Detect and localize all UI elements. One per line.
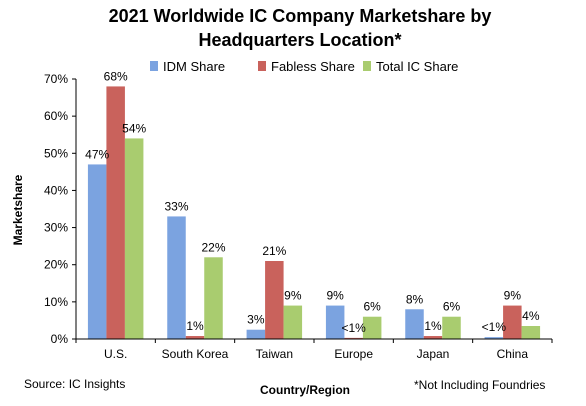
bar	[405, 309, 424, 339]
legend-label: IDM Share	[163, 59, 225, 74]
data-labels: 47% 33% 3% 9% 8% <1% 68% 1% 21% <1% 1% 9% 54% 22% 9% 6%…	[85, 69, 540, 334]
data-label: 4%	[522, 309, 540, 323]
data-label: 3%	[247, 313, 265, 327]
y-tick-label: 40%	[44, 183, 68, 197]
y-tick-label: 20%	[44, 258, 68, 272]
data-label: 6%	[443, 300, 461, 314]
y-tick-label: 30%	[44, 221, 68, 235]
data-label: 6%	[363, 300, 381, 314]
x-tick-label: U.S.	[104, 347, 127, 361]
data-label: 22%	[201, 240, 225, 254]
legend-swatch	[258, 61, 266, 71]
data-label: 47%	[85, 147, 109, 161]
bar	[344, 337, 363, 339]
foundries-footnote: *Not Including Foundries	[414, 378, 545, 392]
chart-title-line1: 2021 Worldwide IC Company Marketshare by	[109, 6, 492, 26]
bar	[423, 336, 443, 339]
x-tick-label: Europe	[334, 347, 373, 361]
bar	[106, 86, 125, 339]
bar	[521, 326, 541, 339]
legend: IDM Share Fabless Share Total IC Share	[150, 59, 458, 74]
data-label: 9%	[284, 289, 302, 303]
bar	[442, 316, 461, 339]
data-label: 54%	[122, 121, 146, 135]
y-tick-label: 10%	[44, 295, 68, 309]
bar	[87, 164, 107, 339]
y-axis: 0% 10% 20% 30% 40% 50% 60% 70%	[44, 72, 77, 346]
bar	[246, 329, 266, 339]
bar	[325, 305, 345, 339]
x-tick-label: South Korea	[162, 347, 229, 361]
bar	[167, 216, 186, 339]
data-label: 33%	[164, 199, 188, 213]
y-tick-label: 60%	[44, 109, 68, 123]
data-label: 9%	[504, 289, 522, 303]
legend-swatch	[363, 61, 371, 71]
bar	[503, 305, 522, 339]
legend-label: Total IC Share	[376, 59, 458, 74]
data-label: 8%	[406, 292, 424, 306]
data-label: 9%	[326, 289, 344, 303]
bar	[124, 138, 144, 339]
x-tick-label: Taiwan	[256, 347, 293, 361]
y-tick-label: 0%	[51, 332, 69, 346]
legend-label: Fabless Share	[271, 59, 355, 74]
data-label: 21%	[262, 244, 286, 258]
data-label: 1%	[424, 319, 442, 333]
bar	[283, 305, 303, 339]
source-note: Source: IC Insights	[24, 377, 125, 391]
y-tick-label: 70%	[44, 72, 68, 86]
bar	[204, 257, 223, 339]
bar	[484, 337, 504, 339]
x-axis-title: Country/Region	[260, 383, 350, 397]
data-label: <1%	[341, 321, 366, 335]
y-axis-title: Marketshare	[11, 174, 25, 245]
bar	[185, 336, 205, 339]
bar	[265, 261, 284, 339]
data-label: 68%	[104, 69, 128, 83]
x-axis: U.S. South Korea Taiwan Europe Japan China	[75, 338, 553, 361]
bar	[362, 316, 382, 339]
bars	[87, 86, 541, 339]
chart-title-line2: Headquarters Location*	[198, 30, 401, 50]
x-tick-label: Japan	[417, 347, 450, 361]
data-label: <1%	[482, 320, 507, 334]
x-tick-label: China	[497, 347, 529, 361]
y-tick-label: 50%	[44, 146, 68, 160]
legend-swatch	[150, 61, 158, 71]
data-label: 1%	[186, 319, 204, 333]
